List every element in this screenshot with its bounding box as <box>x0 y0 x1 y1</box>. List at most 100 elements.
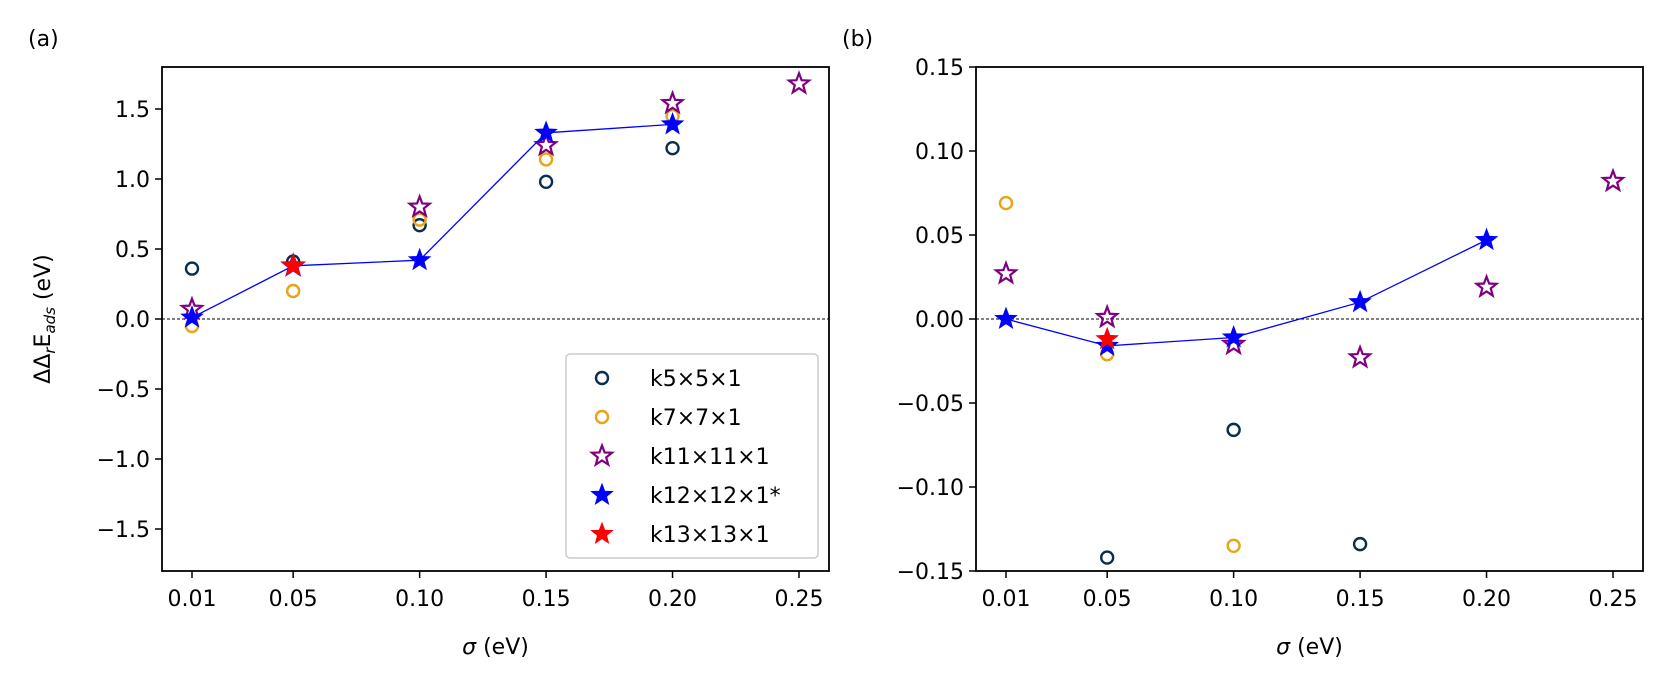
y-tick-label: −0.05 <box>897 392 964 417</box>
x-tick-label: 0.15 <box>1336 587 1385 612</box>
x-tick-label: 0.25 <box>775 587 824 612</box>
data-point <box>1095 333 1119 356</box>
data-point <box>659 89 686 115</box>
data-point <box>533 131 560 157</box>
series-k12×12×1* <box>180 111 685 328</box>
x-axis-symbol: σ <box>1276 635 1291 660</box>
y-tick-label: 1.5 <box>115 98 150 123</box>
y-tick-label: 0.10 <box>915 140 964 165</box>
data-point <box>1473 273 1500 299</box>
y-axis-label-unit: (eV) <box>31 254 56 307</box>
panel-label: (a) <box>28 27 59 52</box>
x-tick-label: 0.10 <box>1209 587 1258 612</box>
y-tick-label: 0.00 <box>915 308 964 333</box>
data-point <box>1094 303 1121 329</box>
data-point <box>412 217 427 233</box>
series-k12×12×1* <box>994 227 1499 356</box>
x-tick-label: 0.25 <box>1589 587 1638 612</box>
data-point <box>538 174 554 190</box>
y-axis-label: ΔΔrEads (eV) <box>31 254 59 383</box>
series-k13×13×1 <box>281 253 305 276</box>
data-point <box>1221 325 1246 348</box>
y-tick-label: −0.15 <box>897 560 964 585</box>
y-axis-label-sub1: r <box>41 347 59 354</box>
x-tick-label: 0.05 <box>1083 587 1132 612</box>
x-tick-label: 0.15 <box>522 587 571 612</box>
data-point <box>1347 344 1374 369</box>
x-tick-label: 0.01 <box>168 587 217 612</box>
data-point <box>285 283 301 299</box>
legend-entry: k11×11×1 <box>650 445 770 470</box>
x-tick-label: 0.20 <box>648 587 697 612</box>
series-k11×11×1 <box>179 70 812 321</box>
y-tick-label: 0.05 <box>915 224 964 249</box>
legend-entry: k12×12×1* <box>650 484 781 509</box>
y-axis-label-sub2: ads <box>41 307 59 334</box>
x-tick-label: 0.20 <box>1462 587 1511 612</box>
data-point <box>1220 330 1247 356</box>
x-axis-symbol: σ <box>462 635 477 660</box>
data-point <box>534 120 558 143</box>
plot-frame <box>161 66 830 572</box>
y-tick-label: −0.5 <box>97 378 150 403</box>
x-axis-label: σ (eV) <box>1276 635 1343 660</box>
x-tick-label: 0.10 <box>395 587 444 612</box>
x-tick-label: 0.01 <box>982 587 1031 612</box>
series-k5×5×1 <box>1099 422 1368 565</box>
plot-frame <box>975 66 1644 572</box>
data-point <box>1352 536 1368 552</box>
chart-panel-a: (a) 0.01 0.05 0.10 0.15 0.20 0.25 −1.5 −1.0 −0.5 0… <box>28 27 830 660</box>
series-line <box>191 123 673 319</box>
y-tick-label: 0.0 <box>115 308 150 333</box>
data-point <box>994 306 1018 330</box>
data-point <box>412 212 427 227</box>
y-axis-label-main: ΔΔ <box>31 354 56 384</box>
chart-panel-b: (b) 0.01 0.05 0.10 0.15 0.20 0.25 −0.15 −0.10 −0.… <box>842 27 1644 660</box>
series-k5×5×1 <box>184 140 680 276</box>
data-point <box>1226 422 1241 438</box>
legend-entry: k13×13×1 <box>650 523 770 548</box>
data-point <box>660 111 685 135</box>
data-point <box>786 70 812 95</box>
data-point <box>1099 550 1115 565</box>
data-point <box>538 152 554 167</box>
data-point <box>993 259 1019 285</box>
data-point <box>1474 227 1499 251</box>
series-k11×11×1 <box>993 167 1626 369</box>
legend-entry: k5×5×1 <box>650 367 742 392</box>
y-tick-label: −1.0 <box>97 448 150 473</box>
data-point <box>180 305 204 328</box>
data-point <box>281 253 305 276</box>
y-tick-label: −1.5 <box>97 518 150 543</box>
legend-marker <box>590 521 614 545</box>
x-tick-label: 0.05 <box>269 587 318 612</box>
data-point <box>1095 326 1119 350</box>
legend-marker <box>594 370 610 386</box>
x-axis-unit: (eV) <box>476 635 529 660</box>
series-k13×13×1 <box>1095 326 1119 350</box>
x-axis-unit: (eV) <box>1290 635 1343 660</box>
legend-marker <box>590 482 614 506</box>
series-k7×7×1 <box>998 195 1241 553</box>
series-k7×7×1 <box>184 108 680 334</box>
y-tick-label: −0.10 <box>897 476 964 501</box>
data-point <box>665 140 680 156</box>
series-line <box>1005 239 1487 347</box>
y-tick-label: 0.15 <box>915 56 964 81</box>
y-tick-label: 1.0 <box>115 168 150 193</box>
legend-box <box>565 353 819 559</box>
legend-marker <box>594 409 610 425</box>
data-point <box>406 193 433 219</box>
data-point <box>1600 167 1626 193</box>
data-point <box>1348 289 1372 313</box>
data-point <box>407 247 432 271</box>
data-point <box>998 195 1014 211</box>
legend-marker <box>589 442 615 468</box>
data-point <box>1226 538 1241 553</box>
legend-entry: k7×7×1 <box>650 406 742 431</box>
panel-label: (b) <box>842 27 873 52</box>
data-point <box>184 261 200 276</box>
x-axis-label: σ (eV) <box>462 635 529 660</box>
y-axis-label-mid: E <box>31 334 56 348</box>
